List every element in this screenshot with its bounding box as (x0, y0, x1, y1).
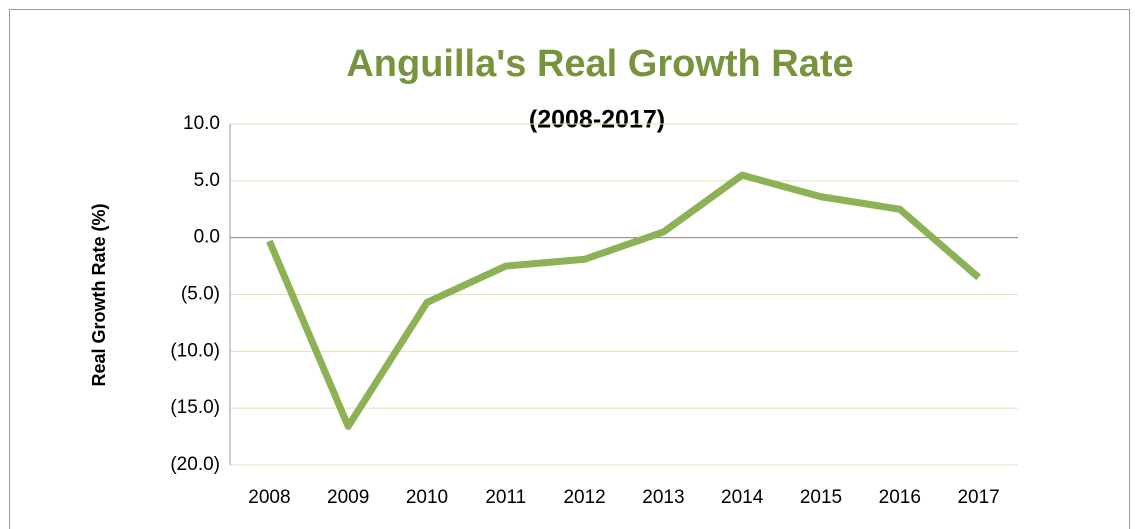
y-axis-label: Real Growth Rate (%) (89, 203, 109, 386)
y-tick-label: (5.0) (181, 284, 220, 305)
x-tick-label: 2014 (721, 487, 764, 508)
y-tick-label: 5.0 (194, 170, 220, 191)
chart-subtitle: (2008-2017) (529, 106, 665, 134)
y-tick-label: (15.0) (170, 397, 220, 418)
x-tick-label: 2011 (485, 487, 526, 508)
x-tick-label: 2012 (563, 487, 605, 508)
x-tick-label: 2008 (248, 487, 290, 508)
y-tick-label: (20.0) (170, 454, 220, 475)
x-tick-label: 2013 (642, 487, 684, 508)
chart-frame (9, 9, 1130, 529)
x-tick-label: 2016 (879, 487, 921, 508)
y-tick-label: (10.0) (170, 340, 220, 361)
x-tick-label: 2010 (406, 487, 448, 508)
x-tick-label: 2009 (327, 487, 369, 508)
x-tick-label: 2017 (957, 487, 999, 508)
data-line (266, 171, 981, 430)
chart-title: Anguilla's Real Growth Rate (346, 43, 853, 85)
y-tick-label: 10.0 (183, 113, 220, 134)
y-tick-label: 0.0 (194, 227, 220, 248)
x-tick-label: 2015 (800, 487, 842, 508)
